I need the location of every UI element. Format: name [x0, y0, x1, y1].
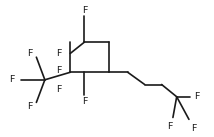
Text: F: F [27, 102, 33, 111]
Text: F: F [56, 66, 62, 75]
Text: F: F [27, 49, 33, 58]
Text: F: F [56, 49, 62, 58]
Text: F: F [82, 97, 87, 106]
Text: F: F [56, 85, 62, 94]
Text: F: F [167, 122, 173, 131]
Text: F: F [191, 124, 196, 133]
Text: F: F [9, 75, 15, 84]
Text: F: F [82, 6, 87, 15]
Text: F: F [194, 92, 199, 101]
